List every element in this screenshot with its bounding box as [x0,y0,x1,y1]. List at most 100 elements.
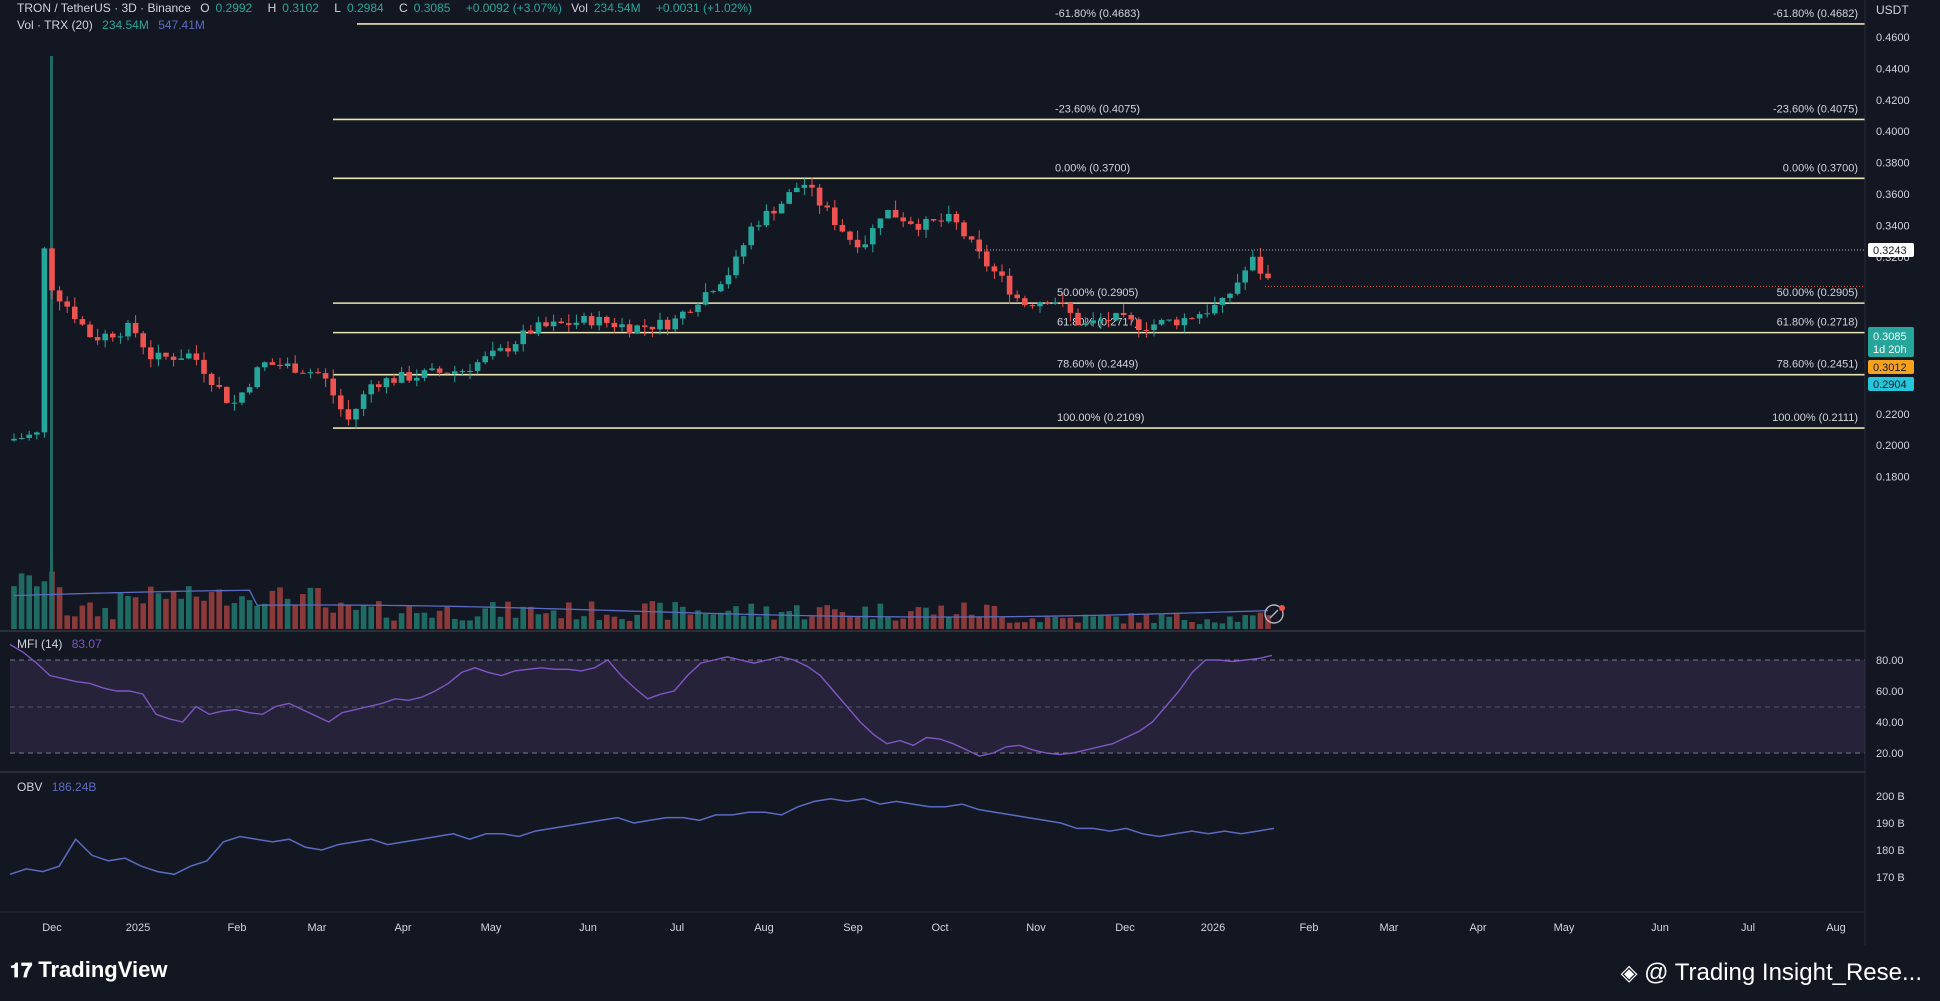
time-tick: Oct [931,922,948,934]
candle-body [664,319,671,330]
price-tick: 0.2000 [1876,440,1910,452]
volume-bar [1242,615,1248,629]
fib-label-right: -61.80% (0.4682) [1773,8,1858,20]
mfi-legend[interactable]: MFI (14) 83.07 [17,637,102,651]
author-credit: ◈ @ Trading Insight_Rese... [1621,959,1922,987]
volume-bar [550,610,557,629]
candle-body [239,392,245,403]
volume-bar [56,587,63,629]
candle-body [262,362,268,368]
currency-label[interactable]: USDT [1876,3,1909,17]
time-axis[interactable]: Dec 2025 Feb Mar Apr May Jun Jul Aug Sep Oct Nov Dec… [42,922,1846,934]
diamond-icon: ◈ [1620,960,1638,985]
candle-body [1166,319,1172,321]
candle-body [740,245,747,257]
high-label: H [267,1,277,15]
candle-body [459,371,466,373]
volume-bar [1227,616,1233,629]
volume-bar [1143,614,1150,629]
candle-body [34,432,40,435]
candle-body [315,372,321,374]
candle-body [604,316,610,323]
replay-icon[interactable] [1264,604,1285,624]
volume-bar [140,603,146,629]
chart-canvas[interactable]: -61.80% (0.4683) -61.80% (0.4682) -23.60% … [0,0,1940,945]
candle-body [1113,312,1119,321]
price-tick: 0.3600 [1876,189,1910,201]
candle-body [1044,302,1051,305]
volume-bar [991,605,998,629]
volume-bar [870,619,876,629]
volume-bar [64,615,70,629]
volume-bar [946,617,952,629]
tradingview-logo[interactable]: 𝟏𝟕 TradingView [10,957,167,983]
candle-body [353,408,359,420]
volume-bar [353,609,359,629]
volume-bar [930,614,937,629]
volume-bar [786,611,792,629]
fib-label-right: -23.60% (0.4075) [1773,103,1858,115]
candle-body [870,228,876,245]
volume-bar [520,606,526,629]
candle-body [1052,302,1058,305]
candle-body [330,378,336,396]
price-overlays [975,249,1865,287]
volume-bar [300,593,306,629]
volume-bar [277,587,283,629]
volume-bar [1105,615,1112,629]
volume-bar [915,607,922,629]
volume-bar [1120,623,1127,629]
volume-bar [1166,616,1172,629]
volume-bar [284,598,291,629]
volume-legend-name: Vol · TRX (20) [17,18,93,32]
volume-bar [832,609,838,629]
price-axis[interactable]: 0.4600 0.4400 0.4200 0.4000 0.3800 0.3600 0.34… [1876,32,1910,484]
fibonacci-retracement[interactable]: -61.80% (0.4683) -61.80% (0.4682) -23.60% … [333,8,1865,429]
candle-body [892,209,899,218]
open-label: O [200,1,210,15]
candle-body [611,322,618,328]
price-tick: 0.4000 [1876,126,1910,138]
volume-bar [315,588,321,629]
candle-body [528,330,534,334]
time-tick: May [481,922,502,934]
volume-bar [604,614,610,629]
obv-legend[interactable]: OBV 186.24B [17,780,96,794]
tradingview-logo-icon: 𝟏𝟕 [10,960,33,982]
symbol-legend[interactable]: TRON / TetherUS · 3D · Binance O 0.2992 H… [17,1,758,15]
candle-body [839,224,846,232]
volume-bar [330,612,336,629]
volume-bar [406,606,412,629]
candle-body [946,213,952,222]
volume-bar [262,603,268,629]
candle-body [550,321,557,327]
volume-legend-value1: 234.54M [102,18,149,32]
volume-bar [1098,615,1104,629]
volume-bar [695,610,701,629]
candle-body [444,372,450,374]
volume-bar [360,605,367,629]
volume-bar [1082,614,1089,629]
level-price-tag-text: 0.3243 [1873,245,1907,257]
volume-bar [664,619,671,629]
candle-body [18,437,25,439]
volume-bar [34,586,40,629]
volume-bar [573,619,580,629]
price-tick: 0.3400 [1876,220,1910,232]
close-value: 0.3085 [413,1,451,15]
volume-bar [923,607,929,629]
volume-bar [1181,619,1188,629]
candle-body [923,219,929,230]
volume-bar [345,604,352,629]
volume-bar [908,611,914,629]
candle-body [452,371,458,374]
mfi-tick: 20.00 [1876,748,1904,760]
symbol-title: TRON / TetherUS · 3D · Binance [17,1,191,15]
volume-bar [1174,613,1180,629]
candle-body [338,395,344,410]
candle-body [672,318,678,330]
time-tick: Jun [579,922,597,934]
volume-bar [1044,617,1051,629]
candle-body [1022,298,1028,306]
volume-legend[interactable]: Vol · TRX (20) 234.54M 547.41M [17,18,211,32]
